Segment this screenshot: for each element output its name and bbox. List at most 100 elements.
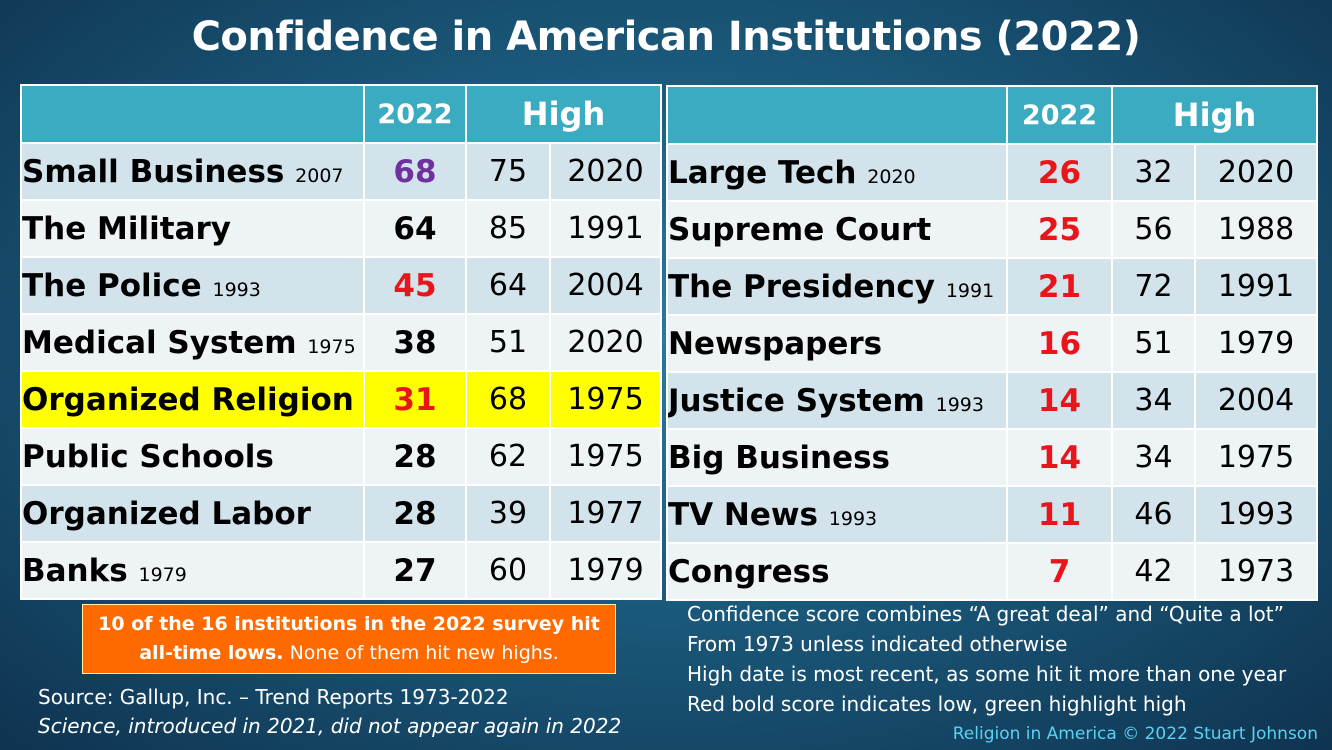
since-year: 1993: [935, 393, 984, 416]
table-row: Justice System 1993 14 34 2004: [666, 371, 1318, 430]
institution-name: The Police: [22, 267, 202, 304]
table-row: Medical System 1975 38 51 2020: [20, 313, 662, 372]
credit-line: Religion in America © 2022 Stuart Johnso…: [952, 724, 1318, 744]
score-2022: 64: [363, 199, 467, 258]
institution-name-cell: Small Business 2007: [20, 142, 365, 201]
high-year: 1991: [549, 199, 662, 258]
since-year: 2007: [295, 164, 344, 187]
high-year: 1975: [549, 370, 662, 429]
high-value: 34: [1111, 371, 1196, 430]
high-year: 1979: [549, 541, 662, 600]
note-line: From 1973 unless indicated otherwise: [687, 632, 1068, 656]
table-row: The Police 1993 45 64 2004: [20, 256, 662, 315]
score-2022: 28: [363, 427, 467, 486]
score-2022: 27: [363, 541, 467, 600]
institution-name: The Military: [22, 210, 231, 247]
high-value: 51: [465, 313, 551, 372]
high-year: 1977: [549, 484, 662, 543]
callout-normal-text: None of them hit new highs.: [289, 642, 559, 664]
header-name-column: [666, 85, 1008, 145]
institution-name: Organized Religion: [22, 381, 354, 418]
since-year: 1993: [212, 278, 261, 301]
header-high: High: [465, 84, 662, 144]
institution-name-cell: Big Business: [666, 428, 1008, 487]
institution-name-cell: TV News 1993: [666, 485, 1008, 544]
high-year: 2004: [1194, 371, 1318, 430]
page-title: Confidence in American Institutions (202…: [191, 14, 1141, 60]
high-value: 32: [1111, 143, 1196, 202]
since-year: 1975: [307, 335, 356, 358]
score-2022: 45: [363, 256, 467, 315]
institution-name: Supreme Court: [668, 211, 932, 248]
score-2022: 11: [1006, 485, 1113, 544]
institution-name-cell: Newspapers: [666, 314, 1008, 373]
high-value: 51: [1111, 314, 1196, 373]
high-value: 56: [1111, 200, 1196, 259]
score-2022: 14: [1006, 428, 1113, 487]
header-name-column: [20, 84, 365, 144]
score-2022: 25: [1006, 200, 1113, 259]
institution-name-cell: The Police 1993: [20, 256, 365, 315]
high-value: 34: [1111, 428, 1196, 487]
institution-name: Public Schools: [22, 438, 274, 475]
institution-name-cell: Medical System 1975: [20, 313, 365, 372]
score-2022: 38: [363, 313, 467, 372]
table-row: TV News 1993 11 46 1993: [666, 485, 1318, 544]
table-row: Public Schools 28 62 1975: [20, 427, 662, 486]
table-row: Supreme Court 25 56 1988: [666, 200, 1318, 259]
high-value: 46: [1111, 485, 1196, 544]
high-year: 1988: [1194, 200, 1318, 259]
score-2022: 26: [1006, 143, 1113, 202]
high-year: 2004: [549, 256, 662, 315]
source-line: Source: Gallup, Inc. – Trend Reports 197…: [38, 685, 509, 709]
header-year: 2022: [1006, 85, 1113, 145]
high-value: 39: [465, 484, 551, 543]
table-row: The Military 64 85 1991: [20, 199, 662, 258]
table-row: Large Tech 2020 26 32 2020: [666, 143, 1318, 202]
institution-name: Justice System: [668, 382, 925, 419]
high-value: 72: [1111, 257, 1196, 316]
right-institutions-table: 2022 High Large Tech 2020 26 32 2020 Supreme…: [666, 85, 1318, 601]
table-header-row: 2022 High: [666, 85, 1318, 145]
high-value: 85: [465, 199, 551, 258]
high-year: 1979: [1194, 314, 1318, 373]
institution-name-cell: Organized Labor: [20, 484, 365, 543]
score-2022: 28: [363, 484, 467, 543]
institution-name-cell: Congress: [666, 542, 1008, 601]
institution-name-cell: Large Tech 2020: [666, 143, 1008, 202]
header-high: High: [1111, 85, 1318, 145]
institution-name-cell: Supreme Court: [666, 200, 1008, 259]
score-2022: 21: [1006, 257, 1113, 316]
institution-name: Large Tech: [668, 154, 857, 191]
high-value: 42: [1111, 542, 1196, 601]
high-value: 68: [465, 370, 551, 429]
institution-name-cell: Justice System 1993: [666, 371, 1008, 430]
high-value: 60: [465, 541, 551, 600]
institution-name: The Presidency: [668, 268, 936, 305]
callout-bold-text: 10 of the 16 institutions in the 2022 su…: [98, 613, 600, 664]
table-row: Organized Labor 28 39 1977: [20, 484, 662, 543]
note-line: Red bold score indicates low, green high…: [687, 692, 1187, 716]
institution-name-cell: Organized Religion: [20, 370, 365, 429]
high-year: 1975: [1194, 428, 1318, 487]
high-year: 2020: [1194, 143, 1318, 202]
score-2022: 7: [1006, 542, 1113, 601]
since-year: 1991: [945, 279, 995, 302]
table-row: Organized Religion 31 68 1975: [20, 370, 662, 429]
table-row: The Presidency 1991 21 72 1991: [666, 257, 1318, 316]
score-2022: 31: [363, 370, 467, 429]
note-line: High date is most recent, as some hit it…: [687, 662, 1287, 686]
institution-name: TV News: [668, 496, 818, 533]
table-row: Banks 1979 27 60 1979: [20, 541, 662, 600]
table-header-row: 2022 High: [20, 84, 662, 144]
high-year: 1975: [549, 427, 662, 486]
left-institutions-table: 2022 High Small Business 2007 68 75 2020 The…: [20, 84, 662, 600]
institution-name: Big Business: [668, 439, 891, 476]
table-row: Congress 7 42 1973: [666, 542, 1318, 601]
high-year: 2020: [549, 142, 662, 201]
high-value: 64: [465, 256, 551, 315]
since-year: 1979: [138, 563, 187, 586]
institution-name: Newspapers: [668, 325, 883, 362]
institution-name: Small Business: [22, 153, 285, 190]
institution-name: Organized Labor: [22, 495, 311, 532]
